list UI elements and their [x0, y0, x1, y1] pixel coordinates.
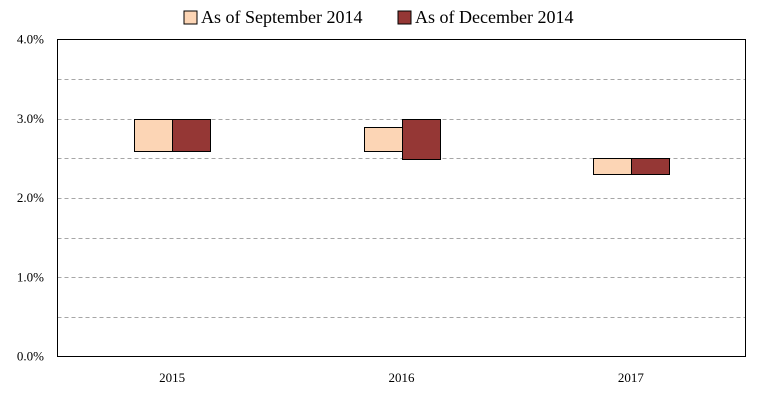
x-axis-ticks: 2015 2016 2017: [159, 370, 644, 385]
y-tick-label: 3.0%: [17, 111, 44, 126]
bar-december-2016: [402, 119, 441, 160]
bar-september-2017: [593, 158, 632, 175]
legend: As of September 2014 As of December 2014: [183, 7, 573, 27]
plot-area-border: [57, 39, 746, 357]
y-tick-label: 2.0%: [17, 190, 44, 205]
y-axis-ticks: 0.0% 1.0% 2.0% 3.0% 4.0%: [17, 32, 44, 364]
y-tick-label: 0.0%: [17, 349, 44, 364]
x-tick-label: 2015: [159, 370, 185, 385]
x-tick-label: 2016: [389, 370, 416, 385]
bars: [134, 119, 670, 175]
legend-label-december: As of December 2014: [415, 7, 573, 27]
gridlines: [57, 79, 746, 318]
y-tick-label: 1.0%: [17, 269, 44, 284]
legend-label-september: As of September 2014: [201, 7, 362, 27]
bar-december-2015: [172, 119, 211, 152]
legend-swatch-december: [397, 10, 412, 25]
bar-december-2017: [631, 158, 670, 175]
bar-september-2015: [134, 119, 173, 152]
legend-swatch-september: [183, 10, 198, 25]
bar-september-2016: [364, 127, 403, 152]
y-tick-label: 4.0%: [17, 32, 44, 47]
x-tick-label: 2017: [618, 370, 645, 385]
